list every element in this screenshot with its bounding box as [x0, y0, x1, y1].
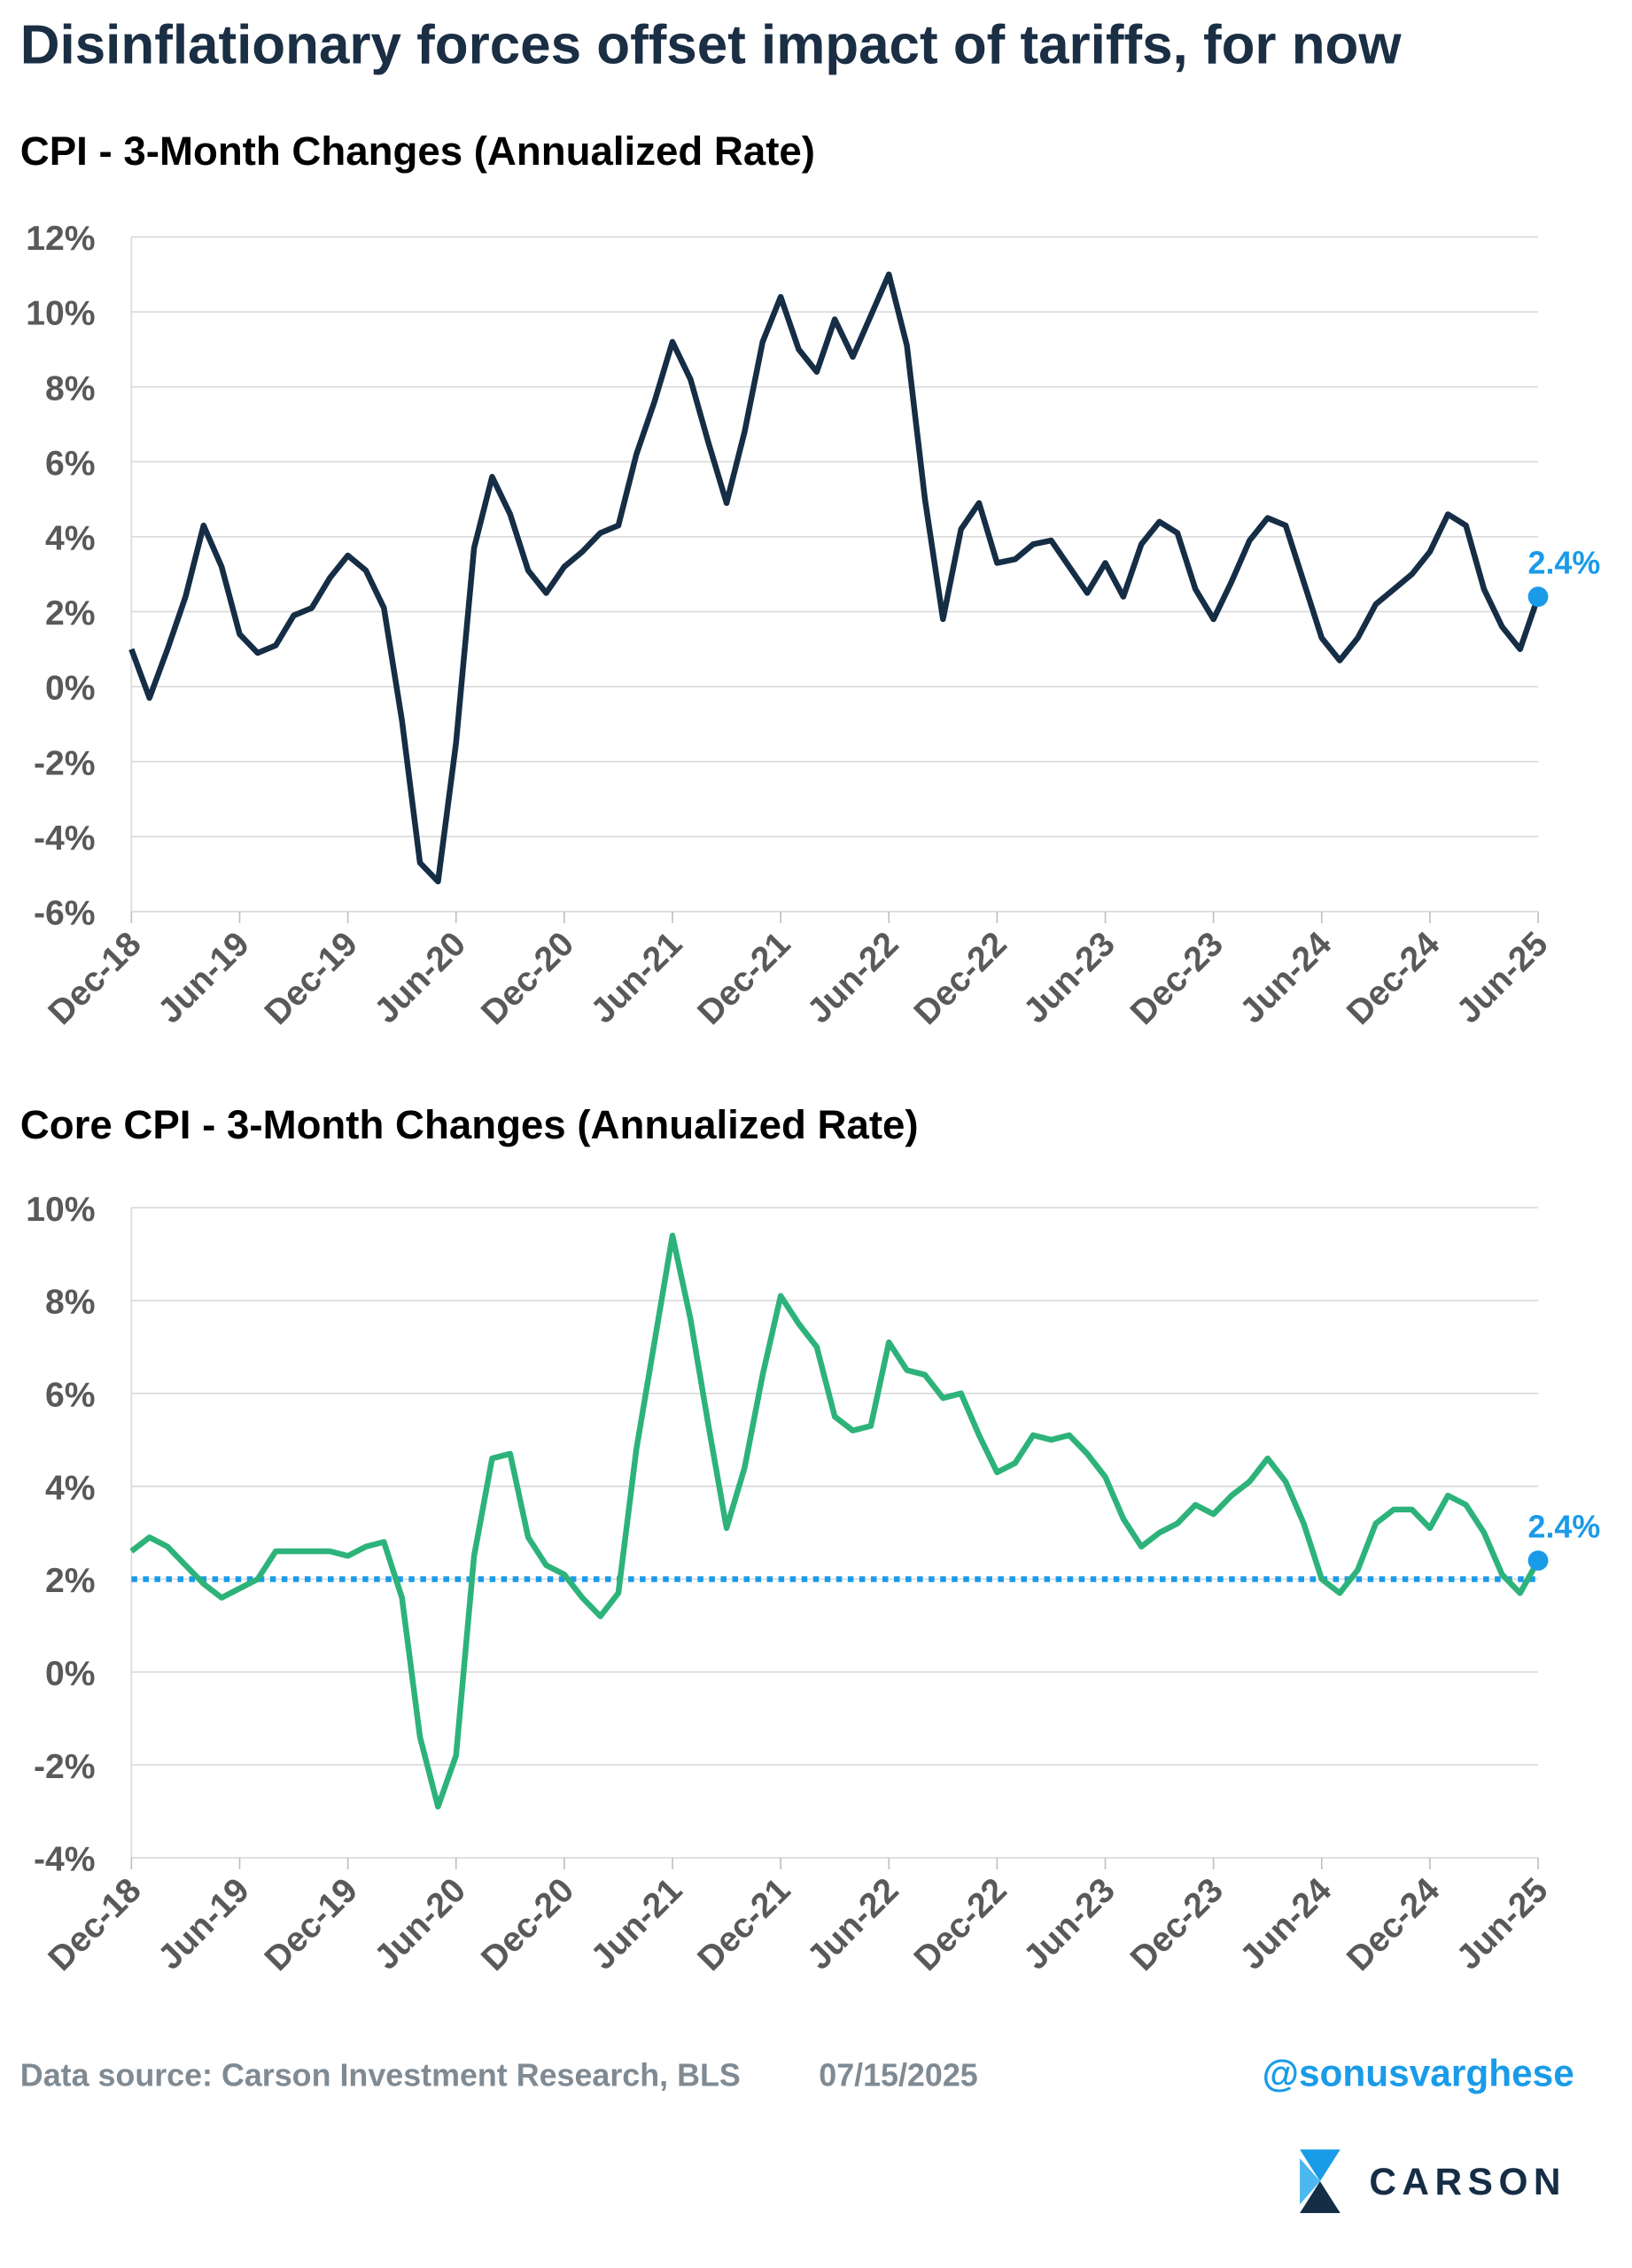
source: Data source: Carson Investment Research,… [20, 2058, 741, 2093]
x-tick-label: Jun-25 [1449, 1871, 1556, 1977]
x-tick-label: Dec-20 [474, 925, 581, 1032]
y-tick-label: 4% [45, 1469, 96, 1507]
data-line [129, 1232, 1541, 1810]
logo-shape [1300, 2181, 1341, 2214]
y-tick-label: 6% [45, 445, 96, 483]
x-tick-label: Jun-23 [1016, 925, 1123, 1031]
y-tick-label: -2% [34, 744, 96, 782]
logo-text: CARSON [1369, 2161, 1566, 2202]
x-tick-label: Jun-23 [1016, 1871, 1123, 1977]
x-tick-label: Dec-18 [42, 925, 149, 1032]
x-tick-label: Dec-24 [1340, 1871, 1447, 1978]
y-tick-label: -2% [34, 1748, 96, 1786]
chart-title: CPI - 3-Month Changes (Annualized Rate) [20, 128, 815, 174]
y-tick-label: 0% [45, 1655, 96, 1693]
page-title: Disinflationary forces offset impact of … [20, 15, 1403, 76]
x-tick-label: Dec-22 [907, 1871, 1014, 1978]
x-tick-label: Jun-25 [1449, 925, 1556, 1031]
y-tick-label: -4% [34, 1841, 96, 1879]
y-tick-label: 10% [26, 1191, 95, 1229]
y-tick-label: 4% [45, 520, 96, 558]
y-tick-label: 0% [45, 670, 96, 708]
x-tick-label: Dec-20 [474, 1871, 581, 1978]
logo-shape [1300, 2158, 1320, 2205]
y-tick-label: 10% [26, 295, 95, 333]
y-tick-label: 6% [45, 1376, 96, 1414]
x-tick-label: Jun-24 [1233, 1871, 1340, 1977]
x-tick-label: Dec-18 [42, 1871, 149, 1978]
x-tick-label: Dec-24 [1340, 925, 1447, 1032]
logo-shape [1300, 2149, 1341, 2182]
logo-mark [1300, 2149, 1341, 2214]
x-tick-label: Jun-19 [151, 1871, 257, 1977]
chart-title: Core CPI - 3-Month Changes (Annualized R… [20, 1102, 919, 1147]
x-tick-label: Dec-19 [258, 925, 365, 1032]
x-tick-label: Jun-21 [584, 1871, 690, 1977]
end-label: 2.4% [1528, 545, 1601, 580]
x-tick-label: Jun-19 [151, 925, 257, 1031]
x-tick-label: Dec-21 [690, 1871, 797, 1978]
end-label: 2.4% [1528, 1509, 1601, 1544]
x-tick-label: Jun-21 [584, 925, 690, 1031]
x-tick-label: Jun-24 [1233, 925, 1340, 1031]
y-tick-label: 2% [45, 1562, 96, 1600]
y-tick-label: 2% [45, 594, 96, 633]
end-point [1527, 1550, 1549, 1571]
x-tick-label: Dec-19 [258, 1871, 365, 1978]
date: 07/15/2025 [819, 2058, 977, 2093]
y-tick-label: -4% [34, 819, 96, 858]
handle: @sonusvarghese [1263, 2053, 1574, 2094]
x-tick-label: Jun-20 [368, 925, 474, 1031]
x-tick-label: Jun-20 [368, 1871, 474, 1977]
x-tick-label: Dec-22 [907, 925, 1014, 1032]
y-tick-label: 12% [26, 220, 95, 258]
y-tick-label: 8% [45, 1284, 96, 1322]
x-tick-label: Jun-22 [800, 925, 906, 1031]
y-tick-label: -6% [34, 895, 96, 933]
x-tick-label: Dec-21 [690, 925, 797, 1032]
end-point [1527, 586, 1549, 607]
x-tick-label: Jun-22 [800, 1871, 906, 1977]
data-line [128, 271, 1542, 885]
x-tick-label: Dec-23 [1123, 925, 1231, 1032]
x-tick-label: Dec-23 [1123, 1871, 1231, 1978]
y-tick-label: 8% [45, 369, 96, 408]
